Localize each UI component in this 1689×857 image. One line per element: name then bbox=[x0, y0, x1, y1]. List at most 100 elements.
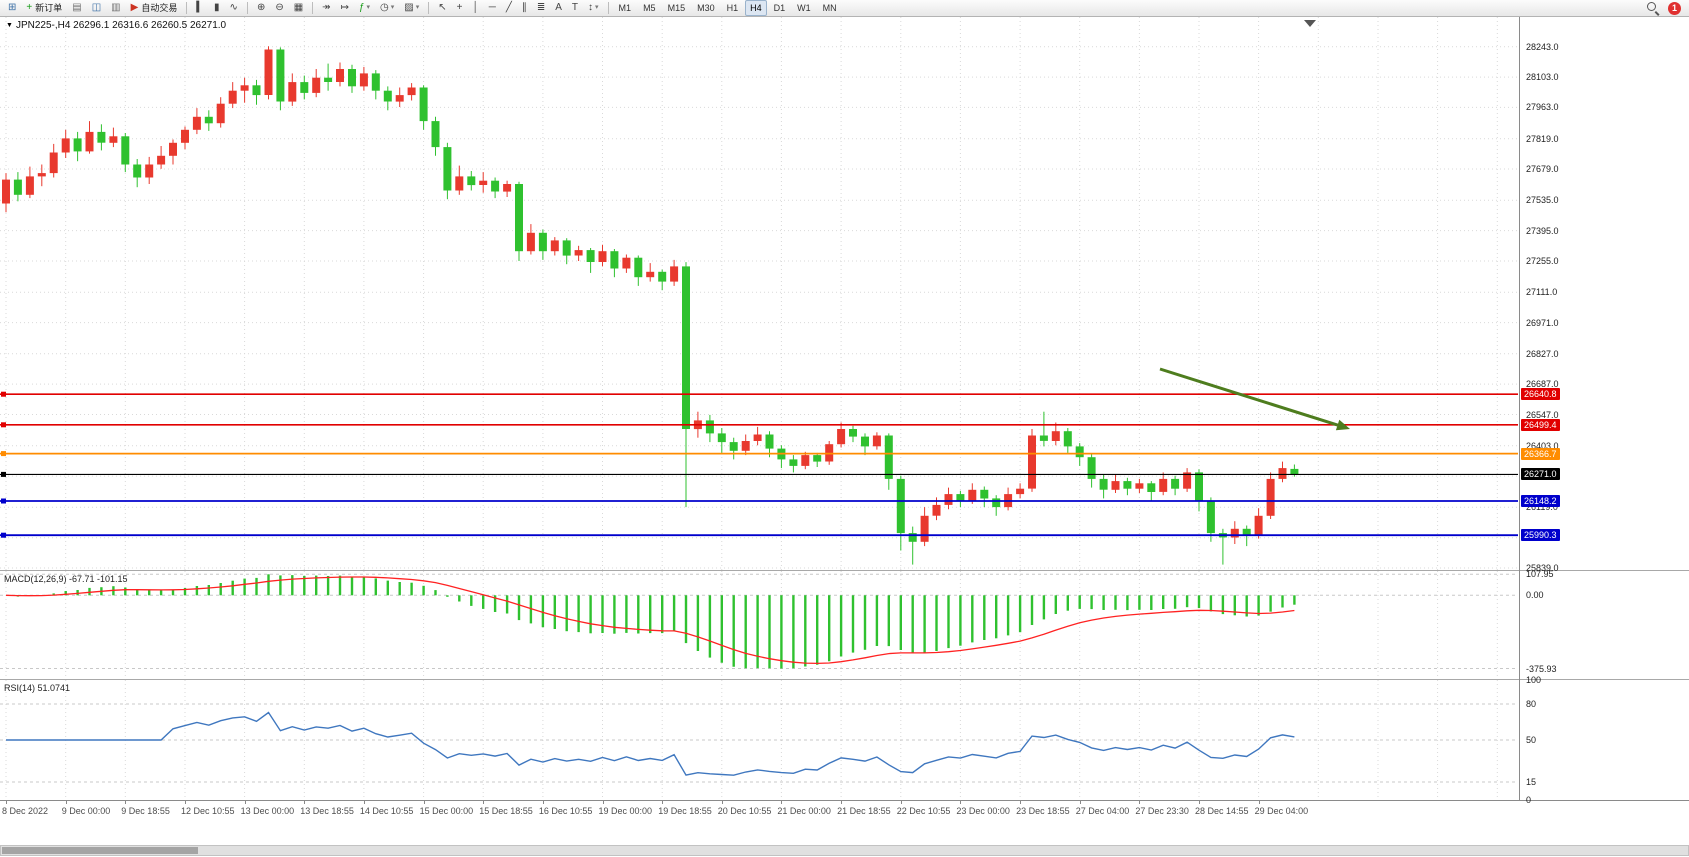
macd-pane[interactable] bbox=[0, 571, 1518, 679]
main-toolbar: ⊞ + 新订单 ▤ ◫ ▥ ▶ 自动交易 ▍ ▮ ∿ ⊕ ⊖ ▦ ↠ ↦ ƒ ▾ ◷ ▾ ▨ ▾ ↖ + │ ─ ╱ ∥ ≣ A T ↕ ▾ M… bbox=[0, 0, 1689, 17]
time-axis-label: 15 Dec 18:55 bbox=[479, 806, 533, 816]
candlestick-mode-button[interactable]: ▮ bbox=[210, 0, 224, 17]
timeframe-m5-button[interactable]: M5 bbox=[643, 3, 656, 13]
cursor-icon: ↖ bbox=[438, 2, 447, 13]
terminal-icon: ▥ bbox=[111, 2, 121, 13]
search-icon[interactable] bbox=[1646, 1, 1660, 16]
chart-shift-button[interactable]: ↦ bbox=[337, 0, 353, 17]
price-axis-label: 25839.0 bbox=[1526, 563, 1559, 573]
time-tick bbox=[423, 801, 425, 804]
macd-axis-label: 0.00 bbox=[1526, 590, 1544, 601]
time-tick bbox=[542, 801, 544, 804]
time-axis-label: 20 Dec 10:55 bbox=[717, 806, 772, 816]
bar-chart-mode-icon: ▍ bbox=[196, 2, 205, 13]
timeframe-m15-button[interactable]: M15 bbox=[667, 3, 686, 13]
text-button[interactable]: A bbox=[551, 0, 566, 17]
templates-button[interactable]: ▨ ▾ bbox=[400, 0, 423, 17]
trendline-button[interactable]: ╱ bbox=[502, 0, 516, 17]
price-axis-label: 26403.0 bbox=[1526, 440, 1559, 451]
level-lines-layer[interactable] bbox=[0, 391, 1518, 538]
pane-splitter[interactable] bbox=[0, 570, 1689, 571]
time-axis-label: 29 Dec 04:00 bbox=[1254, 806, 1309, 816]
periods-icon: ◷ bbox=[380, 2, 389, 13]
rsi-axis-label: 50 bbox=[1526, 735, 1537, 745]
timeframe-h4-button[interactable]: H4 bbox=[745, 0, 767, 16]
dropdown-arrow-icon: ▾ bbox=[390, 4, 395, 11]
profiles-button[interactable]: ▤ bbox=[68, 0, 85, 17]
line-chart-mode-button[interactable]: ∿ bbox=[226, 0, 242, 17]
chart-shift-marker[interactable] bbox=[1304, 20, 1316, 27]
market-watch-button[interactable]: ◫ bbox=[88, 0, 105, 17]
time-axis[interactable]: 8 Dec 2022 9 Dec 00:00 9 Dec 18:55 12 Dec 1… bbox=[0, 801, 1689, 823]
tile-windows-button[interactable]: ▦ bbox=[290, 0, 307, 17]
time-axis-label: 27 Dec 23:30 bbox=[1135, 806, 1189, 816]
time-axis-label: 9 Dec 18:55 bbox=[121, 806, 170, 816]
annotation-arrow[interactable] bbox=[1159, 367, 1350, 431]
new-order-label: 新订单 bbox=[35, 3, 63, 13]
bar-chart-mode-button[interactable]: ▍ bbox=[192, 0, 208, 17]
templates-icon: ▨ bbox=[404, 2, 414, 13]
timeframe-d1-button[interactable]: D1 bbox=[773, 3, 786, 13]
time-axis-label: 27 Dec 04:00 bbox=[1075, 806, 1130, 816]
candlestick-mode-icon: ▮ bbox=[214, 2, 220, 13]
price-level-badge: 26499.4 bbox=[1521, 418, 1560, 431]
macd-signal-line bbox=[5, 576, 1295, 665]
horizontal-scrollbar[interactable] bbox=[0, 845, 1689, 856]
timeframe-h1-button[interactable]: H1 bbox=[726, 3, 739, 13]
market-watch-icon: ◫ bbox=[91, 2, 102, 13]
auto-trading-button[interactable]: ▶ 自动交易 bbox=[127, 0, 182, 17]
scrollbar-thumb[interactable] bbox=[2, 847, 198, 854]
text-label-button[interactable]: T bbox=[568, 0, 582, 17]
toolbar-groups: ⊞ + 新订单 ▤ ◫ ▥ ▶ 自动交易 ▍ ▮ ∿ ⊕ ⊖ ▦ ↠ ↦ ƒ ▾ ◷ ▾ ▨ ▾ ↖ + │ ─ ╱ ∥ ≣ A T ↕ ▾ bbox=[3, 0, 604, 17]
timeframe-m30-button[interactable]: M30 bbox=[697, 3, 715, 13]
rsi-pane[interactable] bbox=[0, 680, 1518, 800]
timeframe-w1-button[interactable]: W1 bbox=[797, 3, 811, 13]
candles-layer bbox=[2, 46, 1299, 565]
time-axis-label: 8 Dec 2022 bbox=[2, 806, 49, 816]
rsi-axis-label: 15 bbox=[1526, 777, 1537, 787]
fibonacci-button[interactable]: ≣ bbox=[533, 0, 549, 17]
arrows-tool-button[interactable]: ↕ ▾ bbox=[584, 0, 603, 17]
trendline-icon: ╱ bbox=[505, 2, 512, 13]
channel-icon: ∥ bbox=[521, 2, 527, 13]
price-level-badge: 26366.7 bbox=[1521, 447, 1560, 460]
time-axis-label: 23 Dec 00:00 bbox=[956, 806, 1010, 816]
horizontal-line-button[interactable]: ─ bbox=[485, 0, 500, 17]
periods-button[interactable]: ◷ ▾ bbox=[376, 0, 398, 17]
main-price-pane[interactable] bbox=[0, 17, 1518, 570]
indicators-button[interactable]: ƒ ▾ bbox=[355, 0, 374, 17]
terminal-button[interactable]: ▥ bbox=[107, 0, 124, 17]
vertical-line-button[interactable]: │ bbox=[468, 0, 482, 17]
price-axis[interactable]: 28243.0 28103.0 27963.0 27819.0 27679.0 27535… bbox=[1520, 17, 1689, 857]
price-level-badge: 26148.2 bbox=[1521, 495, 1560, 507]
new-order-button[interactable]: + 新订单 bbox=[22, 0, 66, 17]
time-axis-label: 19 Dec 00:00 bbox=[598, 806, 653, 816]
time-axis-label: 16 Dec 10:55 bbox=[538, 806, 593, 816]
auto-scroll-button[interactable]: ↠ bbox=[318, 0, 334, 17]
zoom-out-button[interactable]: ⊖ bbox=[271, 0, 287, 17]
time-tick bbox=[1258, 801, 1260, 804]
line-chart-mode-icon: ∿ bbox=[229, 2, 238, 13]
price-level-badge: 26640.8 bbox=[1521, 388, 1560, 401]
search-handle bbox=[1654, 11, 1660, 16]
auto-trading-icon: ▶ bbox=[130, 2, 139, 13]
zoom-in-button[interactable]: ⊕ bbox=[253, 0, 269, 17]
notification-badge[interactable]: 1 bbox=[1668, 1, 1681, 15]
toolbar-separator bbox=[312, 2, 314, 14]
time-tick bbox=[1199, 801, 1200, 804]
price-axis-label: 27963.0 bbox=[1526, 102, 1559, 113]
price-axis-label: 27255.0 bbox=[1526, 256, 1559, 266]
pane-splitter[interactable] bbox=[0, 679, 1689, 680]
timeframe-m1-button[interactable]: M1 bbox=[618, 3, 632, 13]
channel-button[interactable]: ∥ bbox=[518, 0, 531, 17]
crosshair-icon: + bbox=[456, 2, 463, 13]
cursor-button[interactable]: ↖ bbox=[434, 0, 450, 17]
time-tick bbox=[363, 801, 365, 804]
price-axis-label: 27819.0 bbox=[1526, 133, 1559, 144]
new-chart-button[interactable]: ⊞ bbox=[4, 0, 20, 17]
chart-title: ▼ JPN225-,H4 26296.1 26316.6 26260.5 2627… bbox=[6, 20, 226, 31]
time-axis-label: 23 Dec 18:55 bbox=[1016, 806, 1070, 816]
crosshair-button[interactable]: + bbox=[453, 0, 467, 17]
timeframe-mn-button[interactable]: MN bbox=[822, 3, 837, 13]
rsi-axis-label: 80 bbox=[1526, 699, 1537, 709]
